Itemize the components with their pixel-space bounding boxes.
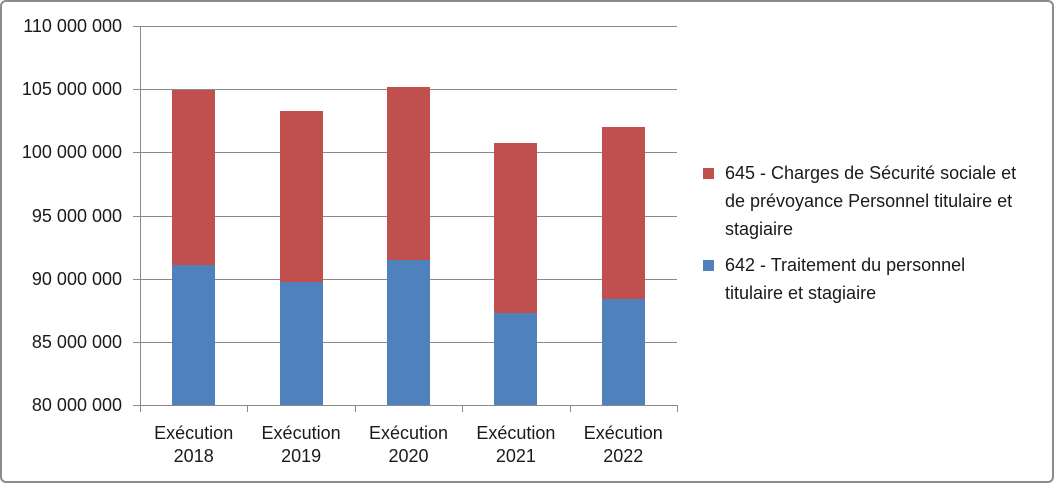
bar-segment-645-1: [279, 110, 323, 283]
legend-item: 645 - Charges de Sécurité sociale et de …: [703, 159, 1052, 243]
x-axis-label: Exécution 2019: [261, 423, 341, 466]
x-axis-tick: [462, 405, 464, 412]
y-axis-line: [140, 26, 141, 412]
y-axis-label: 95 000 000: [31, 205, 122, 226]
y-axis-label: 110 000 000: [23, 16, 122, 36]
bar-segment-645-4: [601, 127, 645, 299]
y-axis-tick: [133, 89, 140, 91]
y-axis-label: 90 000 000: [31, 268, 122, 289]
x-axis-tick: [569, 405, 571, 412]
legend-swatch-645-icon: [703, 168, 714, 179]
bar-segment-642-2: [387, 259, 430, 405]
x-axis-label: Exécution 2021: [476, 423, 556, 466]
legend-label: 645 - Charges de Sécurité sociale et de …: [725, 163, 1017, 239]
y-axis-tick: [133, 152, 140, 154]
y-axis-tick: [133, 341, 140, 343]
y-axis-tick: [133, 278, 140, 280]
x-axis-tick: [677, 405, 678, 412]
bar-segment-642-1: [279, 282, 323, 405]
legend-label: 642 - Traitement du personnel titulaire …: [725, 255, 966, 303]
y-axis-label: 100 000 000: [21, 142, 122, 163]
bar-segment-645-3: [494, 143, 538, 313]
legend-swatch-642-icon: [703, 260, 714, 271]
bar-segment-642-4: [601, 298, 645, 405]
y-axis-tick: [133, 26, 140, 27]
x-axis-tick: [140, 405, 141, 412]
legend: 645 - Charges de Sécurité sociale et de …: [703, 159, 1052, 307]
bar-segment-642-3: [494, 312, 538, 405]
x-axis-tick: [247, 405, 249, 412]
y-axis-tick: [133, 215, 140, 217]
y-axis-label: 105 000 000: [21, 79, 122, 100]
gridline: [140, 26, 677, 27]
bar-segment-645-0: [172, 90, 216, 265]
y-axis-label: 85 000 000: [31, 331, 122, 352]
x-axis-label: Exécution 2020: [368, 423, 449, 466]
x-axis-label: Exécution 2018: [154, 423, 234, 466]
y-axis-tick: [133, 405, 140, 406]
y-axis-label: 80 000 000: [31, 395, 122, 415]
bar-segment-642-0: [172, 264, 216, 405]
x-axis-label: Exécution 2022: [583, 423, 663, 466]
bar-segment-645-2: [387, 86, 430, 260]
x-axis-tick: [354, 405, 356, 412]
legend-item: 642 - Traitement du personnel titulaire …: [703, 251, 1052, 307]
x-axis-line: [133, 405, 677, 406]
